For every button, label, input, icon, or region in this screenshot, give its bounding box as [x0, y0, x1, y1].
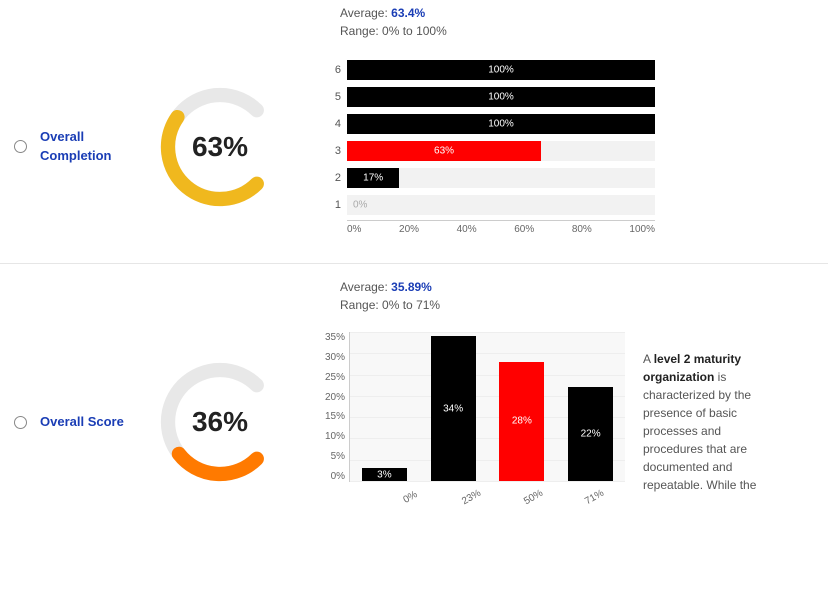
vbar-ytick: 20%: [325, 392, 345, 403]
hbar-chart-col: 6 100% 5 100% 4 100% 3 63% 2 17% 1 0% 0%…: [325, 58, 655, 235]
vbar-chart-col: 35% 30% 25% 20% 15% 10% 5% 0% 3% 34% 28% 22% 0%…: [325, 332, 625, 512]
vbar: 34%: [431, 336, 476, 481]
vbar: 3%: [362, 468, 407, 481]
vbar-plot: 3% 34% 28% 22% 0%23%50%71%: [349, 332, 625, 482]
hbar-row: 1 0%: [325, 193, 655, 217]
radio-col: [0, 140, 40, 153]
avg-label: Average:: [340, 6, 388, 20]
hbar-track: 0%: [347, 195, 655, 215]
section-title: Overall Completion: [40, 128, 135, 164]
section2-stats: Average: 35.89% Range: 0% to 71%: [340, 278, 828, 314]
hbar-xtick: 80%: [572, 224, 592, 235]
divider: [0, 263, 828, 264]
hbar-xtick: 40%: [457, 224, 477, 235]
hbar-track: 100%: [347, 60, 655, 80]
section-title: Overall Score: [40, 413, 135, 431]
desc-bold: level 2 maturity organization: [643, 352, 741, 384]
hbar-ylabel: 6: [325, 64, 347, 76]
hbar-row: 3 63%: [325, 139, 655, 163]
completion-hbar-chart: 6 100% 5 100% 4 100% 3 63% 2 17% 1 0% 0%…: [325, 58, 655, 235]
vbar-ytick: 10%: [325, 431, 345, 442]
hbar-ylabel: 5: [325, 91, 347, 103]
section1-stats: Average: 63.4% Range: 0% to 100%: [340, 4, 828, 40]
completion-gauge: 63%: [155, 82, 285, 212]
desc-post: is characterized by the presence of basi…: [643, 370, 756, 492]
vbar-xaxis: 0%23%50%71%: [380, 492, 625, 503]
vbar-ytick: 25%: [325, 372, 345, 383]
gauge-value: 36%: [155, 357, 285, 487]
score-description: A level 2 maturity organization is chara…: [643, 350, 773, 494]
hbar-ylabel: 1: [325, 199, 347, 211]
hbar-track: 100%: [347, 87, 655, 107]
hbar-track: 100%: [347, 114, 655, 134]
hbar-track: 17%: [347, 168, 655, 188]
section-overall-completion: Overall Completion 63% 6 100% 5 100% 4 1…: [0, 40, 828, 245]
vbar-xlabel: 0%: [388, 481, 432, 513]
avg-value: 63.4%: [391, 6, 425, 20]
radio-overall-completion[interactable]: [14, 140, 27, 153]
radio-col: [0, 416, 40, 429]
range-value: 0% to 71%: [382, 298, 440, 312]
hbar-xtick: 0%: [347, 224, 361, 235]
vbar-value: 34%: [443, 403, 463, 414]
hbar-row: 4 100%: [325, 112, 655, 136]
range-label: Range:: [340, 24, 379, 38]
hbar-row: 5 100%: [325, 85, 655, 109]
vbar-ytick: 0%: [331, 471, 345, 482]
hbar-xtick: 20%: [399, 224, 419, 235]
gauge-col: 63%: [135, 82, 305, 212]
vbar-xlabel: 23%: [450, 481, 494, 513]
vbar-xlabel: 71%: [572, 481, 616, 513]
vbar: 28%: [499, 362, 544, 481]
hbar-xaxis: 0% 20% 40% 60% 80% 100%: [347, 220, 655, 235]
hbar-row: 6 100%: [325, 58, 655, 82]
hbar-ylabel: 2: [325, 172, 347, 184]
range-value: 0% to 100%: [382, 24, 447, 38]
vbar-ytick: 35%: [325, 332, 345, 343]
vbar-ytick: 5%: [331, 451, 345, 462]
gauge-value: 63%: [155, 82, 285, 212]
avg-value: 35.89%: [391, 280, 432, 294]
vbar-value: 28%: [512, 416, 532, 427]
hbar-ylabel: 3: [325, 145, 347, 157]
vbar-value: 3%: [377, 469, 391, 480]
gauge-col: 36%: [135, 357, 305, 487]
section-overall-score: Overall Score 36% 35% 30% 25% 20% 15% 10% 5% 0%…: [0, 314, 828, 522]
desc-pre: A: [643, 352, 654, 366]
hbar-xtick: 100%: [629, 224, 655, 235]
vbar-xlabel: 50%: [511, 481, 555, 513]
avg-label: Average:: [340, 280, 388, 294]
vbar-yaxis: 35% 30% 25% 20% 15% 10% 5% 0%: [325, 332, 349, 482]
hbar-ylabel: 4: [325, 118, 347, 130]
score-vbar-chart: 35% 30% 25% 20% 15% 10% 5% 0% 3% 34% 28% 22% 0%…: [325, 332, 625, 512]
vbar: 22%: [568, 387, 613, 481]
hbar-track: 63%: [347, 141, 655, 161]
radio-overall-score[interactable]: [14, 416, 27, 429]
hbar-row: 2 17%: [325, 166, 655, 190]
range-label: Range:: [340, 298, 379, 312]
vbar-value: 22%: [581, 429, 601, 440]
hbar-xtick: 60%: [514, 224, 534, 235]
vbar-ytick: 15%: [325, 411, 345, 422]
vbar-ytick: 30%: [325, 352, 345, 363]
score-gauge: 36%: [155, 357, 285, 487]
